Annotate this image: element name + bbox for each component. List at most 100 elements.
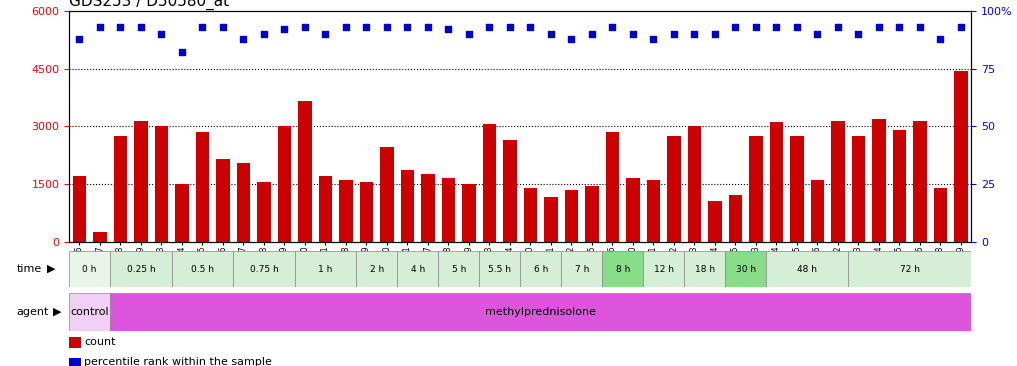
Text: 5.5 h: 5.5 h — [488, 265, 512, 273]
Point — [891, 24, 907, 30]
Bar — [503, 140, 517, 242]
Bar — [479, 251, 521, 287]
Bar — [398, 251, 438, 287]
Bar — [114, 136, 127, 242]
Bar — [134, 120, 147, 242]
Bar — [172, 251, 233, 287]
Text: 5 h: 5 h — [452, 265, 466, 273]
Bar — [356, 251, 398, 287]
Bar — [524, 188, 537, 242]
Bar — [602, 251, 643, 287]
Bar — [684, 251, 725, 287]
Point — [727, 24, 743, 30]
Point — [400, 24, 416, 30]
Point — [563, 36, 580, 42]
Bar — [175, 184, 188, 242]
Bar — [544, 197, 557, 242]
Text: 4 h: 4 h — [411, 265, 425, 273]
Bar — [278, 126, 291, 242]
Point — [133, 24, 149, 30]
Text: 72 h: 72 h — [900, 265, 919, 273]
Bar — [626, 178, 640, 242]
Bar — [606, 132, 619, 242]
Bar — [647, 180, 660, 242]
Point — [830, 24, 846, 30]
Bar — [295, 251, 356, 287]
Text: ▶: ▶ — [47, 264, 55, 274]
Point — [604, 24, 620, 30]
Point — [440, 26, 457, 32]
Text: 0 h: 0 h — [82, 265, 97, 273]
Bar — [155, 126, 168, 242]
Bar — [110, 251, 172, 287]
Text: time: time — [16, 264, 42, 274]
Point — [481, 24, 497, 30]
Bar — [521, 251, 561, 287]
Bar — [811, 180, 824, 242]
Text: 0.25 h: 0.25 h — [126, 265, 156, 273]
Text: 12 h: 12 h — [654, 265, 673, 273]
Point — [523, 24, 539, 30]
Point — [174, 49, 190, 55]
Point — [378, 24, 395, 30]
Point — [953, 24, 969, 30]
Bar — [441, 178, 455, 242]
Point — [277, 26, 293, 32]
Bar — [69, 251, 110, 287]
Bar — [318, 176, 333, 242]
Bar — [233, 251, 295, 287]
Bar — [73, 176, 86, 242]
Text: 30 h: 30 h — [735, 265, 756, 273]
Point — [646, 36, 662, 42]
Text: count: count — [84, 337, 116, 347]
Text: 18 h: 18 h — [695, 265, 715, 273]
Text: 7 h: 7 h — [575, 265, 589, 273]
Point — [297, 24, 313, 30]
Point — [810, 31, 826, 37]
Text: ▶: ▶ — [53, 307, 61, 317]
Bar — [257, 182, 271, 242]
Point — [338, 24, 354, 30]
Point — [789, 24, 805, 30]
Point — [256, 31, 273, 37]
Bar — [586, 186, 599, 242]
Point — [850, 31, 866, 37]
Point — [933, 36, 949, 42]
Text: 6 h: 6 h — [534, 265, 548, 273]
Bar — [766, 251, 848, 287]
Bar — [94, 232, 107, 242]
Text: 48 h: 48 h — [797, 265, 818, 273]
Point — [747, 24, 764, 30]
Bar — [643, 251, 684, 287]
Point — [215, 24, 231, 30]
Bar — [934, 188, 947, 242]
Bar — [852, 136, 865, 242]
Bar — [298, 101, 311, 242]
Point — [768, 24, 784, 30]
Bar — [483, 124, 496, 242]
Bar — [561, 251, 602, 287]
Point — [912, 24, 929, 30]
Point — [871, 24, 887, 30]
Bar — [848, 251, 971, 287]
Point — [624, 31, 641, 37]
Point — [584, 31, 600, 37]
Bar — [438, 251, 479, 287]
Point — [358, 24, 374, 30]
Bar — [195, 132, 210, 242]
Point — [707, 31, 723, 37]
Point — [235, 36, 251, 42]
Text: 0.75 h: 0.75 h — [249, 265, 279, 273]
Point — [154, 31, 170, 37]
Bar — [69, 293, 110, 331]
Bar — [913, 120, 926, 242]
Bar — [564, 190, 578, 242]
Bar — [725, 251, 766, 287]
Point — [686, 31, 703, 37]
Bar — [790, 136, 803, 242]
Bar — [893, 130, 906, 242]
Point — [71, 36, 87, 42]
Text: 1 h: 1 h — [318, 265, 333, 273]
Bar — [667, 136, 680, 242]
Bar — [770, 122, 783, 242]
